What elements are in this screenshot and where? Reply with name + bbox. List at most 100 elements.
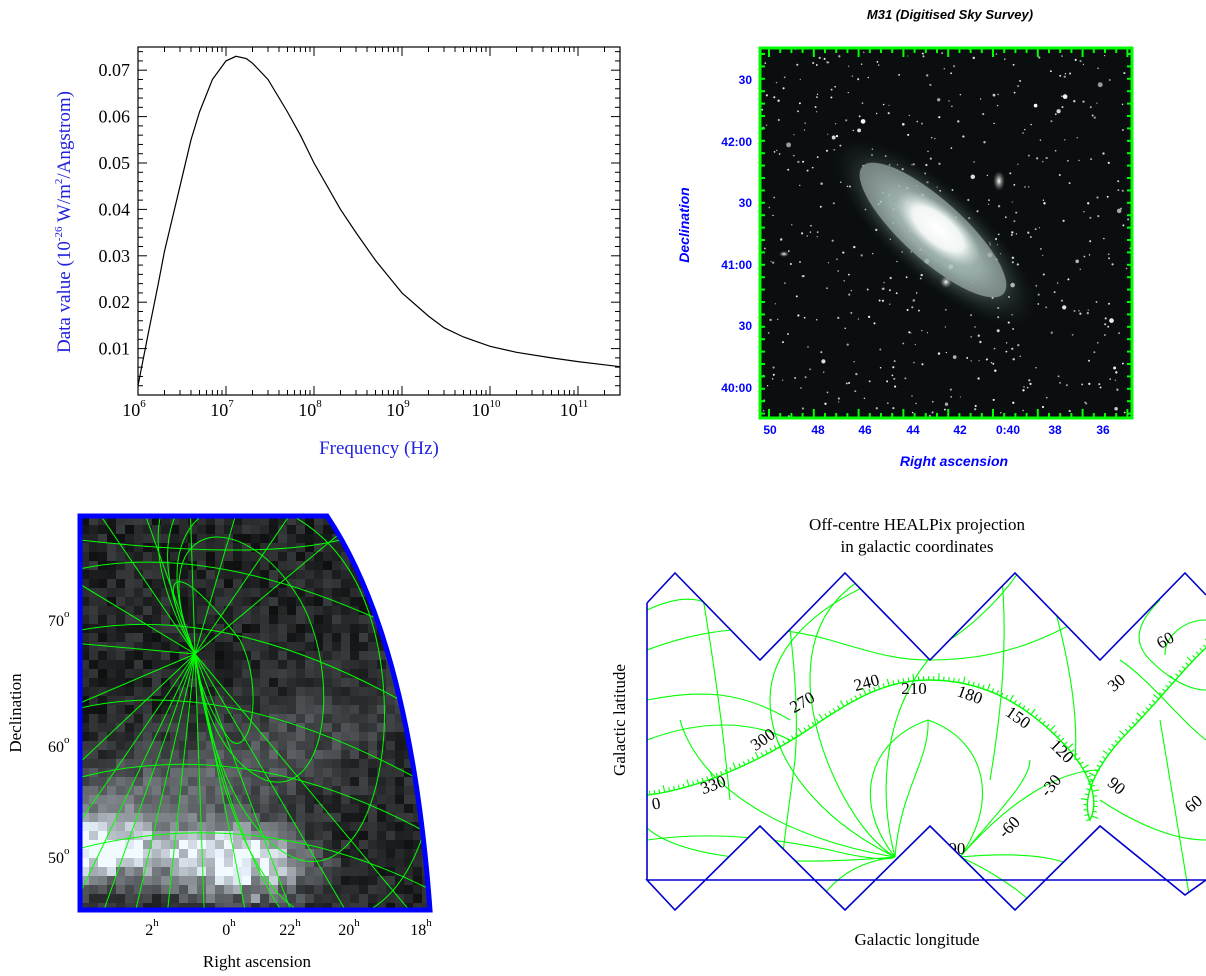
pixel xyxy=(413,579,423,589)
pixel xyxy=(395,777,405,787)
star xyxy=(925,163,928,167)
pixel xyxy=(386,804,396,814)
pixel xyxy=(422,597,430,607)
projection-x-tick-label: 0h xyxy=(222,917,236,939)
pixel xyxy=(98,678,108,688)
pixel xyxy=(359,840,369,850)
star xyxy=(921,122,923,125)
pixel xyxy=(395,786,405,796)
pixel xyxy=(116,768,126,778)
pixel xyxy=(161,669,171,679)
pixel xyxy=(332,579,342,589)
pixel xyxy=(179,804,189,814)
pixel xyxy=(287,723,297,733)
pixel xyxy=(125,624,135,634)
pixel xyxy=(377,597,387,607)
pixel xyxy=(296,615,306,625)
star xyxy=(1033,103,1038,108)
pixel xyxy=(215,678,225,688)
pixel xyxy=(179,885,189,895)
star xyxy=(902,342,905,345)
pixel xyxy=(143,642,153,652)
pixel xyxy=(395,768,405,778)
pixel xyxy=(215,894,225,904)
pixel xyxy=(143,858,153,868)
pixel xyxy=(278,678,288,688)
star xyxy=(987,203,990,205)
pixel xyxy=(332,624,342,634)
pixel xyxy=(431,876,441,886)
star xyxy=(857,318,860,320)
pixel xyxy=(377,885,387,895)
star xyxy=(768,206,771,209)
pixel xyxy=(224,651,234,661)
star xyxy=(922,55,925,58)
pixel xyxy=(305,642,315,652)
star xyxy=(827,133,829,135)
pixel xyxy=(188,840,198,850)
pixel xyxy=(89,714,99,724)
pixel xyxy=(125,714,135,724)
pixel xyxy=(395,903,405,910)
star xyxy=(1050,331,1053,334)
star xyxy=(793,154,795,157)
pixel xyxy=(224,678,234,688)
pixel xyxy=(269,849,279,859)
pixel xyxy=(395,651,405,661)
pixel xyxy=(161,633,171,643)
pixel xyxy=(224,525,234,535)
star xyxy=(815,318,818,321)
pixel xyxy=(215,534,225,544)
pixel xyxy=(242,867,252,877)
pixel xyxy=(413,660,423,670)
pixel xyxy=(197,588,207,598)
healpix-equator-tick xyxy=(1090,784,1095,788)
star xyxy=(770,260,772,263)
pixel xyxy=(161,705,171,715)
pixel xyxy=(134,867,144,877)
pixel xyxy=(224,705,234,715)
pixel xyxy=(386,759,396,769)
pixel xyxy=(368,804,378,814)
pixel xyxy=(107,678,117,688)
pixel xyxy=(242,723,252,733)
pixel xyxy=(170,570,180,580)
pixel xyxy=(413,516,423,526)
pixel xyxy=(116,876,126,886)
pixel xyxy=(359,606,369,616)
star xyxy=(997,205,1001,208)
pixel xyxy=(152,831,162,841)
pixel xyxy=(152,570,162,580)
pixel xyxy=(197,867,207,877)
pixel xyxy=(386,858,396,868)
pixel xyxy=(215,669,225,679)
pixel xyxy=(143,768,153,778)
pixel xyxy=(206,714,216,724)
star xyxy=(990,361,993,364)
pixel xyxy=(269,795,279,805)
pixel xyxy=(413,642,423,652)
healpix-equator-tick xyxy=(1131,721,1136,726)
pixel xyxy=(314,732,324,742)
pixel xyxy=(125,876,135,886)
pixel xyxy=(215,570,225,580)
star xyxy=(787,250,790,253)
healpix-equator-tick xyxy=(1080,798,1088,801)
pixel xyxy=(215,786,225,796)
star xyxy=(1045,396,1048,399)
pixel xyxy=(305,795,315,805)
pixel xyxy=(188,786,198,796)
healpix-equator-tick xyxy=(953,677,955,682)
star xyxy=(815,111,818,113)
pixel xyxy=(305,885,315,895)
pixel xyxy=(404,534,414,544)
star xyxy=(962,135,965,138)
pixel xyxy=(125,651,135,661)
pixel xyxy=(242,624,252,634)
pixel xyxy=(323,642,333,652)
pixel xyxy=(431,606,441,616)
healpix-equator-tick xyxy=(1135,718,1139,722)
pixel xyxy=(332,588,342,598)
pixel xyxy=(359,678,369,688)
